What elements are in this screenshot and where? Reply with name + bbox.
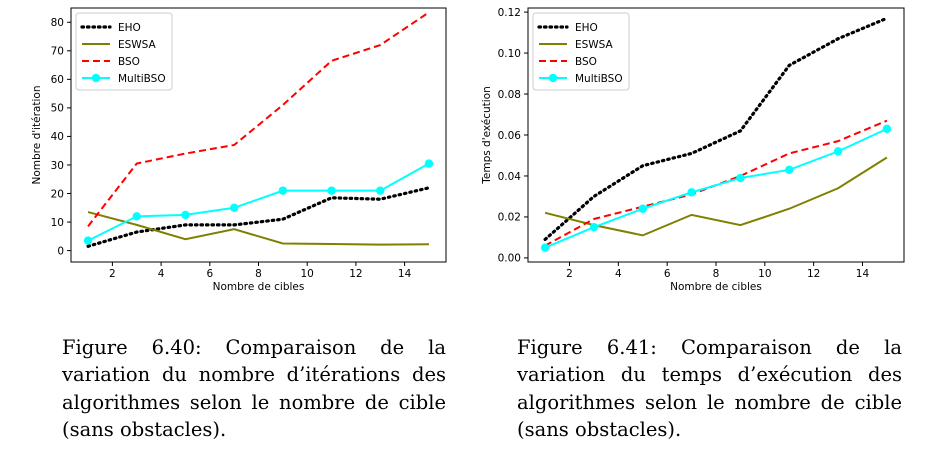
figure-6-40: 2 4 6 8 10 12 14 0 10 20 30 40 50 60 70 80 Nombre de cib… bbox=[0, 0, 466, 315]
x-tick-label: 2 bbox=[566, 268, 573, 280]
data-point-multibso bbox=[278, 186, 288, 195]
legend-label-multibso: MultiBSO bbox=[575, 73, 623, 85]
y-axis-label: Nombre d'itération bbox=[31, 86, 43, 185]
x-tick-label: 8 bbox=[255, 268, 262, 280]
x-tick-label: 2 bbox=[109, 268, 116, 280]
data-point-multibso bbox=[736, 173, 745, 183]
y-tick-label: 0.12 bbox=[498, 7, 521, 19]
x-tick-label: 8 bbox=[713, 268, 720, 280]
figure-6-41: 2 4 6 8 10 12 14 0.00 0.02 0.04 0.06 0.08 0.10 0.12 No… bbox=[466, 0, 932, 315]
legend-label-bso: BSO bbox=[575, 56, 597, 68]
iterations-chart: 2 4 6 8 10 12 14 0 10 20 30 40 50 60 70 80 Nombre de cib… bbox=[31, 7, 447, 293]
data-point-multibso bbox=[638, 204, 647, 213]
y-tick-label: 30 bbox=[51, 160, 64, 172]
x-tick-label: 14 bbox=[398, 268, 412, 280]
y-tick-label: 0.06 bbox=[498, 130, 522, 142]
series-line-eswsa bbox=[544, 156, 888, 237]
series-line-eho bbox=[543, 16, 889, 242]
data-point-multibso bbox=[229, 203, 239, 212]
x-tick-label: 4 bbox=[615, 268, 622, 280]
x-axis-label: Nombre de cibles bbox=[670, 281, 762, 293]
data-point-multibso bbox=[589, 222, 599, 232]
legend-label-eho: EHO bbox=[575, 22, 598, 34]
y-tick-label: 40 bbox=[51, 131, 64, 143]
y-tick-label: 20 bbox=[51, 188, 64, 200]
x-axis-label: Nombre de cibles bbox=[213, 281, 305, 293]
series-line-eho bbox=[86, 186, 431, 248]
x-tick-label: 10 bbox=[301, 268, 314, 280]
y-tick-label: 0.08 bbox=[498, 89, 521, 101]
data-point-multibso bbox=[687, 188, 696, 197]
y-tick-label: 80 bbox=[51, 17, 64, 29]
legend-box bbox=[75, 12, 173, 91]
data-point-multibso bbox=[132, 212, 141, 221]
execution-time-chart: 2 4 6 8 10 12 14 0.00 0.02 0.04 0.06 0.08 0.10 0.12 No… bbox=[481, 7, 905, 293]
data-point-multibso bbox=[882, 124, 892, 134]
data-point-multibso bbox=[376, 186, 385, 195]
y-tick-label: 0.02 bbox=[498, 212, 521, 224]
y-axis-label: Temps d'exécution bbox=[481, 86, 493, 185]
legend-marker bbox=[548, 73, 558, 83]
legend-label-eho: EHO bbox=[118, 22, 141, 34]
x-tick-label: 12 bbox=[807, 268, 820, 280]
legend-label-bso: BSO bbox=[118, 56, 140, 68]
data-point-multibso bbox=[327, 186, 336, 195]
x-tick-label: 14 bbox=[856, 268, 870, 280]
data-point-multibso bbox=[83, 236, 93, 245]
legend-label-eswsa: ESWSA bbox=[575, 39, 614, 51]
x-tick-label: 10 bbox=[758, 268, 771, 280]
series-line-eswsa bbox=[87, 211, 429, 246]
figure-6-40-caption: Figure 6.40: Comparaison de la variation… bbox=[62, 335, 446, 442]
figure-6-41-caption: Figure 6.41: Comparaison de la variation… bbox=[517, 335, 902, 442]
data-point-multibso bbox=[424, 159, 434, 168]
series-line-multibso bbox=[544, 127, 888, 249]
series-line-bso bbox=[87, 11, 430, 227]
y-tick-label: 50 bbox=[51, 103, 64, 115]
y-tick-label: 60 bbox=[51, 74, 64, 86]
y-tick-label: 0 bbox=[57, 245, 64, 257]
x-tick-label: 4 bbox=[158, 268, 165, 280]
legend-marker bbox=[91, 73, 101, 83]
x-tick-label: 6 bbox=[664, 268, 671, 280]
data-point-multibso bbox=[181, 210, 190, 220]
y-tick-label: 0.00 bbox=[498, 253, 521, 265]
x-tick-label: 12 bbox=[349, 268, 362, 280]
y-tick-label: 70 bbox=[51, 46, 64, 58]
y-tick-label: 0.10 bbox=[498, 48, 521, 60]
data-point-multibso bbox=[833, 147, 843, 156]
data-point-multibso bbox=[785, 165, 794, 175]
series-line-multibso bbox=[87, 162, 430, 242]
legend-box bbox=[532, 12, 630, 91]
y-tick-label: 10 bbox=[51, 217, 64, 229]
x-tick-label: 6 bbox=[206, 268, 213, 280]
y-tick-label: 0.04 bbox=[498, 171, 522, 183]
data-point-multibso bbox=[540, 243, 550, 252]
legend-label-multibso: MultiBSO bbox=[118, 73, 166, 85]
legend-label-eswsa: ESWSA bbox=[118, 39, 157, 51]
